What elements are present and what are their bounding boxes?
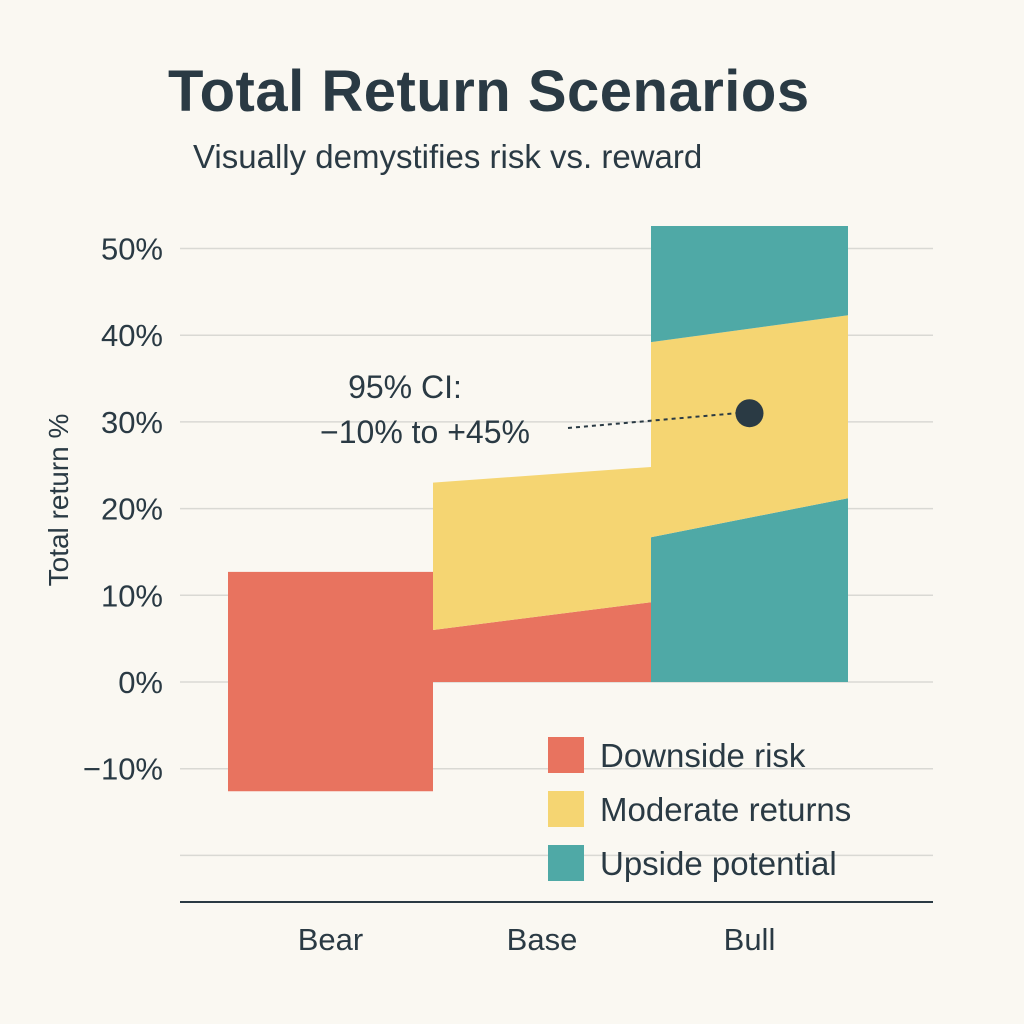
- legend-label: Downside risk: [600, 737, 806, 774]
- legend-swatch: [548, 845, 584, 881]
- chart-title: Total Return Scenarios: [168, 59, 810, 124]
- bar-segment-base-downside-risk: [433, 602, 651, 682]
- legend-swatch: [548, 737, 584, 773]
- y-axis-label: Total return %: [43, 414, 74, 587]
- y-tick-label: 40%: [101, 318, 163, 353]
- x-tick-label: Bear: [298, 922, 363, 957]
- y-tick-label: −10%: [83, 752, 163, 787]
- y-tick-label: 20%: [101, 492, 163, 527]
- y-tick-label: 10%: [101, 578, 163, 613]
- annotation-line2: −10% to +45%: [320, 414, 530, 450]
- x-tick-label: Base: [507, 922, 578, 957]
- legend-label: Moderate returns: [600, 791, 851, 828]
- legend-label: Upside potential: [600, 845, 837, 882]
- y-tick-label: 30%: [101, 405, 163, 440]
- annotation-line1: 95% CI:: [348, 369, 462, 405]
- annotation-point: [735, 399, 764, 428]
- bar-segment-bear-downside-risk: [228, 571, 433, 792]
- bar-segment-bull-upside-potential: [651, 498, 848, 682]
- chart-subtitle: Visually demystifies risk vs. reward: [193, 138, 703, 175]
- y-tick-label: 0%: [118, 665, 163, 700]
- y-tick-label: 50%: [101, 232, 163, 267]
- bar-segment-bull-upside-potential: [651, 225, 848, 343]
- bar-segment-base-moderate-returns: [433, 466, 651, 630]
- legend-swatch: [548, 791, 584, 827]
- x-tick-label: Bull: [724, 922, 776, 957]
